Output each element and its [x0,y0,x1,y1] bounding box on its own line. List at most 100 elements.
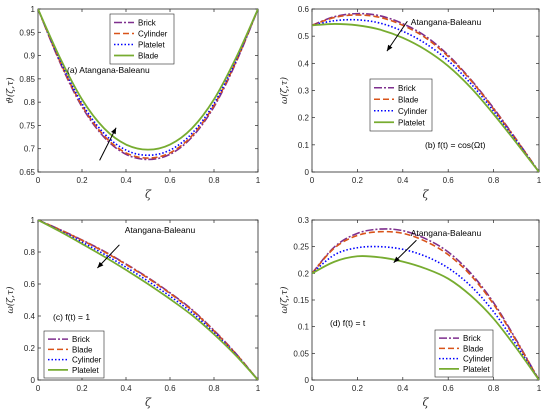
x-axis-label: ζ [423,188,430,201]
method-annotation: Atangana-Baleanu [411,17,482,27]
x-tick-label: 0.8 [208,176,220,185]
x-tick-label: 0.2 [76,384,88,393]
method-annotation: Atangana-Baleanu [411,228,482,238]
legend-label: Platelet [72,366,99,375]
y-tick-label: 0.2 [298,114,310,123]
y-tick-label: 0.6 [298,5,310,14]
panel-annotation: (b) f(t) = cos(Ωt) [425,140,486,150]
x-tick-label: 0 [36,176,41,185]
y-tick-label: 0.05 [293,349,309,358]
series-line-blade [312,14,539,172]
y-tick-label: 0.5 [298,32,310,41]
x-tick-label: 0.2 [352,384,364,393]
x-tick-label: 0.8 [208,384,220,393]
series-line-cylinder [38,220,258,380]
x-tick-label: 0.8 [488,384,500,393]
x-tick-label: 0 [310,176,315,185]
x-tick-label: 0 [36,384,41,393]
panel-annotation: (d) f(t) = t [330,318,366,328]
series-line-cylinder [38,9,258,159]
legend-label: Cylinder [463,355,493,364]
y-tick-label: 0.9 [24,52,36,61]
y-tick-label: 0.3 [298,87,310,96]
y-tick-label: 0.3 [298,216,310,225]
y-tick-label: 1 [31,216,36,225]
x-tick-label: 1 [256,176,261,185]
series-line-platelet [312,255,539,380]
x-tick-label: 1 [537,384,542,393]
y-axis-label: ω(ζ,τ) [5,286,16,314]
y-tick-label: 0.85 [19,75,35,84]
trend-arrow-shaft [386,20,408,52]
x-axis-label: ζ [145,396,152,409]
series-line-cylinder [312,18,539,172]
panel-b: 0 0.2 0.4 0.6 0.8 1 0 0.1 0.2 0.3 0.4 0.5 0.6 ζ ω(ζ,τ)… [279,5,542,201]
legend-label: Brick [72,335,91,344]
legend-label: Cylinder [72,356,102,365]
x-tick-label: 0.6 [164,384,176,393]
legend: Brick Blade Cylinder Platelet [369,78,433,132]
legend-label: Platelet [463,365,490,374]
panel-annotation: (a) Atangana-Baleanu [67,65,150,75]
y-tick-label: 0.8 [24,98,36,107]
series-line-blade [38,9,258,151]
series-line-blade [38,220,258,380]
y-tick-label: 1 [31,5,36,14]
legend-label: Platelet [138,41,165,50]
panel-d: 0 0.2 0.4 0.6 0.8 1 0 0.05 0.1 0.15 0.2 0.25 0.3 ζ ω(ζ… [279,216,542,409]
y-tick-label: 0 [31,376,36,385]
x-tick-label: 0.6 [443,176,455,185]
y-tick-label: 0.75 [19,121,35,130]
x-tick-label: 0.4 [120,384,132,393]
y-axis-label: ϑ(ζ,τ) [5,77,16,104]
y-tick-label: 0.25 [293,243,309,252]
trend-arrow-shaft [99,127,117,161]
legend-label: Brick [463,334,482,343]
x-tick-label: 0.4 [397,384,409,393]
legend-label: Brick [138,19,157,28]
y-tick-label: 0.2 [298,269,310,278]
trend-arrow-head [386,44,393,52]
y-tick-label: 0.95 [19,28,35,37]
x-tick-label: 0.6 [164,176,176,185]
y-tick-label: 0.2 [24,344,36,353]
x-tick-label: 0.2 [76,176,88,185]
trend-arrow-head [97,261,104,268]
method-annotation: Atangana-Baleanu [125,225,196,235]
panel-c: 0 0.2 0.4 0.6 0.8 1 0 0.2 0.4 0.6 0.8 1 ζ ω(ζ,τ) Atang… [5,216,261,409]
y-tick-label: 0.4 [298,59,310,68]
y-tick-label: 0 [305,376,310,385]
y-tick-label: 0.4 [24,312,36,321]
series-line-platelet [312,23,539,172]
series-line-platelet [38,220,258,380]
legend-label: Blade [138,52,159,61]
legend-label: Blade [463,344,484,353]
series-line-blade [312,230,539,380]
x-tick-label: 1 [537,176,542,185]
legend-label: Blade [398,95,419,104]
panel-annotation: (c) f(t) = 1 [53,312,90,322]
legend-label: Cylinder [138,30,168,39]
trend-arrow-head [393,256,400,263]
y-tick-label: 0.7 [24,145,36,154]
y-axis-label: ω(ζ,τ) [279,76,290,104]
legend: Brick Cylinder Platelet Blade [109,13,175,65]
y-tick-label: 0.8 [24,248,36,257]
series-line-cylinder [312,245,539,380]
legend-label: Brick [398,84,417,93]
x-tick-label: 0.4 [397,176,409,185]
plot-frame [311,219,540,381]
x-tick-label: 0.4 [120,176,132,185]
legend-label: Cylinder [398,107,428,116]
legend-label: Platelet [398,118,425,127]
y-tick-label: 0.15 [293,296,309,305]
panel-a: 0 0.2 0.4 0.6 0.8 1 0.65 0.7 0.75 0.8 0.85 0.9 0.95 1… [5,5,261,201]
x-axis-label: ζ [145,188,152,201]
y-axis-label: ω(ζ,τ) [279,286,290,314]
x-tick-label: 0.2 [352,176,364,185]
x-tick-label: 0.6 [443,384,455,393]
series-line-platelet [38,9,258,157]
